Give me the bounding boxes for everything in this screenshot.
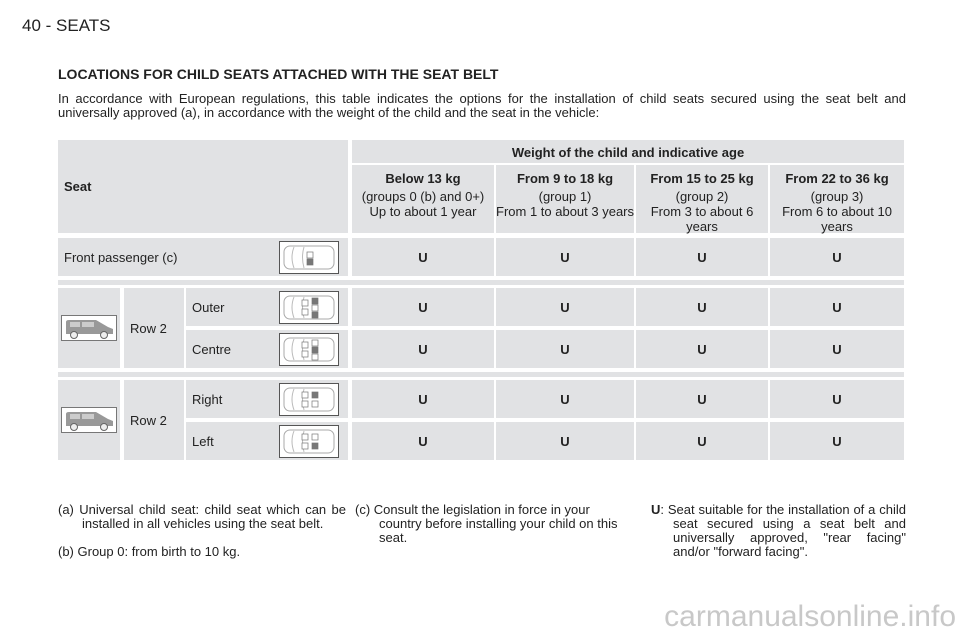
suitability-value: U bbox=[832, 433, 842, 449]
seat-header: Seat bbox=[58, 140, 348, 233]
suitability-value: U bbox=[560, 299, 570, 315]
suitability-value: U bbox=[832, 341, 842, 357]
group: (groups 0 (b) and 0+) bbox=[361, 189, 485, 204]
watermark: carmanualsonline.info bbox=[664, 600, 956, 633]
u-key: U bbox=[651, 502, 661, 517]
weight-range: From 15 to 25 kg bbox=[650, 171, 754, 186]
weight-column-header: From 9 to 18 kg (group 1) From 1 to about … bbox=[496, 165, 634, 233]
position-label: Left bbox=[192, 433, 214, 449]
weight-range: From 9 to 18 kg bbox=[516, 171, 614, 186]
group: (group 2) bbox=[675, 189, 729, 204]
suitability-value: U bbox=[832, 299, 842, 315]
suitability-value: U bbox=[560, 341, 570, 357]
suitability-cell: U bbox=[496, 422, 634, 460]
suitability-cell: U bbox=[770, 288, 904, 326]
suitability-cell: U bbox=[770, 238, 904, 276]
weight-header: Weight of the child and indicative age bbox=[352, 140, 904, 163]
age: From 6 to about 10 years bbox=[782, 204, 892, 234]
page-header: 40 - SEATS bbox=[22, 16, 111, 35]
note-a: (a) Universal child seat: child seat whi… bbox=[58, 502, 346, 531]
divider bbox=[58, 280, 904, 285]
section-title: LOCATIONS FOR CHILD SEATS ATTACHED WITH … bbox=[58, 66, 499, 82]
suitability-cell: U bbox=[496, 288, 634, 326]
row-label: Row 2 bbox=[130, 412, 167, 428]
suitability-value: U bbox=[418, 249, 428, 265]
position-label: Outer bbox=[192, 299, 225, 315]
suitability-cell: U bbox=[770, 330, 904, 368]
suitability-value: U bbox=[560, 391, 570, 407]
position-label: Right bbox=[192, 391, 223, 407]
suitability-cell: U bbox=[352, 380, 494, 418]
car-top-view-icon bbox=[279, 241, 339, 274]
van-side-icon bbox=[61, 407, 117, 433]
row-2-label: Row 2 bbox=[124, 288, 184, 368]
suitability-cell: U bbox=[352, 422, 494, 460]
age: From 3 to about 6 years bbox=[650, 204, 754, 234]
suitability-value: U bbox=[560, 433, 570, 449]
suitability-value: U bbox=[418, 341, 428, 357]
suitability-cell: U bbox=[636, 238, 768, 276]
suitability-value: U bbox=[697, 391, 707, 407]
suitability-cell: U bbox=[636, 330, 768, 368]
suitability-value: U bbox=[418, 433, 428, 449]
row-2-label: Row 2 bbox=[124, 380, 184, 460]
weight-range: From 22 to 36 kg bbox=[785, 171, 889, 186]
suitability-value: U bbox=[697, 341, 707, 357]
suitability-cell: U bbox=[636, 288, 768, 326]
suitability-value: U bbox=[697, 249, 707, 265]
suitability-value: U bbox=[832, 391, 842, 407]
suitability-cell: U bbox=[636, 422, 768, 460]
weight-column-header: Below 13 kg (groups 0 (b) and 0+) Up to ab… bbox=[352, 165, 494, 233]
note-b: (b) Group 0: from birth to 10 kg. bbox=[58, 544, 241, 559]
car-top-view-icon bbox=[279, 383, 339, 416]
van-side-icon bbox=[61, 315, 117, 341]
suitability-value: U bbox=[418, 299, 428, 315]
suitability-cell: U bbox=[496, 330, 634, 368]
age: Up to about 1 year bbox=[369, 204, 477, 219]
age: From 1 to about 3 years bbox=[496, 204, 635, 219]
suitability-value: U bbox=[560, 249, 570, 265]
group: (group 3) bbox=[810, 189, 864, 204]
weight-column-header: From 15 to 25 kg (group 2) From 3 to about… bbox=[636, 165, 768, 234]
intro-text: In accordance with European regulations,… bbox=[58, 91, 906, 120]
suitability-cell: U bbox=[496, 238, 634, 276]
divider bbox=[58, 372, 904, 377]
suitability-value: U bbox=[697, 299, 707, 315]
group: (group 1) bbox=[538, 189, 592, 204]
suitability-value: U bbox=[418, 391, 428, 407]
u-text: : Seat suitable for the installation of … bbox=[660, 502, 906, 559]
car-top-view-icon bbox=[279, 333, 339, 366]
suitability-cell: U bbox=[496, 380, 634, 418]
suitability-cell: U bbox=[636, 380, 768, 418]
suitability-cell: U bbox=[352, 238, 494, 276]
car-top-view-icon bbox=[279, 425, 339, 458]
suitability-cell: U bbox=[770, 422, 904, 460]
suitability-cell: U bbox=[352, 330, 494, 368]
row-label: Row 2 bbox=[130, 320, 167, 336]
suitability-value: U bbox=[832, 249, 842, 265]
weight-column-header: From 22 to 36 kg (group 3) From 6 to about… bbox=[770, 165, 904, 234]
suitability-value: U bbox=[697, 433, 707, 449]
suitability-cell: U bbox=[352, 288, 494, 326]
car-top-view-icon bbox=[279, 291, 339, 324]
weight-range: Below 13 kg bbox=[385, 171, 461, 186]
note-u: U: Seat suitable for the installation of… bbox=[651, 503, 906, 559]
suitability-cell: U bbox=[770, 380, 904, 418]
position-label: Centre bbox=[192, 341, 232, 357]
note-c: (c) Consult the legislation in force in … bbox=[355, 502, 618, 545]
row-label: Front passenger (c) bbox=[64, 249, 178, 265]
